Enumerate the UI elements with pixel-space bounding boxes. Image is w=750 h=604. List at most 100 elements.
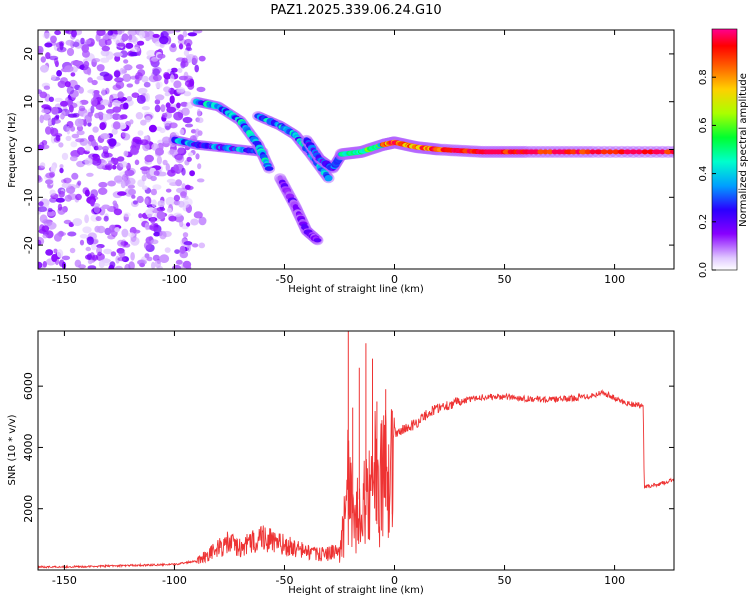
noise-blob [192,30,203,34]
noise-blob [91,58,101,63]
noise-blob [42,219,52,224]
noise-blob [117,239,125,247]
noise-blob [95,145,103,151]
noise-blob [113,175,123,183]
main-signal-mark [629,149,638,155]
noise-blob [45,52,51,60]
noise-blob [48,96,55,103]
noise-blob [137,69,146,77]
noise-blob [144,253,150,259]
noise-blob [108,160,114,165]
noise-blob [181,107,190,116]
noise-blob [175,154,185,164]
noise-blob [175,259,183,265]
snr-x-tick-label: -50 [275,574,293,587]
noise-blob [127,232,135,237]
noise-blob [41,225,50,232]
noise-blob [103,248,112,255]
noise-blob [70,150,81,158]
noise-blob [164,247,171,253]
noise-blob [38,98,44,104]
noise-blob [159,254,170,263]
main-signal-mark [669,149,674,155]
noise-blob [50,165,56,174]
noise-blob [38,201,44,207]
noise-blob [198,216,207,226]
figure-title: PAZ1.2025.339.06.24.G10 [270,3,441,18]
snr-y-label: SNR (10 * v/v) [7,414,18,485]
noise-blob [61,152,69,161]
noise-blob [130,46,141,53]
noise-blob [66,47,75,57]
noise-blob [87,253,92,261]
noise-blob [67,231,77,237]
noise-blob [57,203,63,211]
noise-blob [64,194,73,202]
noise-blob [150,216,156,224]
noise-blob [128,261,135,269]
noise-blob [107,180,116,187]
main-signal-mark [659,149,666,155]
noise-blob [69,247,76,254]
noise-blob [74,118,84,127]
noise-blob [122,243,131,248]
noise-blob [141,168,148,175]
noise-blob [166,207,172,213]
noise-blob [117,191,127,196]
noise-blob [43,85,51,90]
noise-blob [108,224,116,233]
noise-blob [166,30,175,34]
noise-blob [152,74,162,82]
noise-blob [122,73,132,83]
noise-blob [44,42,53,48]
noise-blob [39,162,46,169]
spectrogram-y-tick-label: 20 [22,47,35,61]
noise-blob [112,106,122,113]
colorbar-tick-label: 0.8 [698,69,709,85]
noise-blob [124,188,134,197]
noise-blob [182,30,188,38]
noise-blob [123,102,129,110]
noise-blob [168,215,177,222]
noise-blob [70,141,78,148]
main-signal-mark [617,149,626,155]
noise-blob [152,68,160,76]
noise-blob [91,254,99,261]
noise-blob [93,154,101,162]
noise-blob [80,37,85,45]
noise-blob [165,163,170,172]
noise-blob [92,126,99,133]
noise-blob [121,132,127,138]
noise-blob [67,113,78,118]
noise-blob [159,230,167,240]
noise-blob [113,70,121,78]
noise-blob [144,115,152,123]
snr-y-tick-label: 4000 [22,433,35,461]
noise-blob [86,236,94,245]
noise-blob [90,105,95,114]
main-signal-mark [584,149,592,155]
noise-blob [119,67,125,75]
noise-blob [61,182,72,189]
noise-blob [38,239,42,246]
noise-blob [134,79,140,84]
noise-blob [85,143,91,152]
noise-blob [69,155,78,162]
main-signal-mark [537,149,544,155]
noise-blob [196,117,204,124]
noise-blob [187,152,194,157]
noise-blob [150,239,159,245]
noise-blob [84,214,89,224]
noise-blob [184,123,194,128]
noise-blob [100,133,110,140]
noise-blob [70,60,81,66]
noise-blob [167,169,176,177]
colorbar-tick-label: 0.0 [698,262,709,278]
colorbar: 0.0 0.2 0.4 0.6 0.8 Normalized spectral ampl… [698,28,749,278]
main-signal-mark [542,149,549,155]
noise-blob [114,265,124,269]
noise-blob [50,126,55,134]
noise-blob [186,156,192,162]
